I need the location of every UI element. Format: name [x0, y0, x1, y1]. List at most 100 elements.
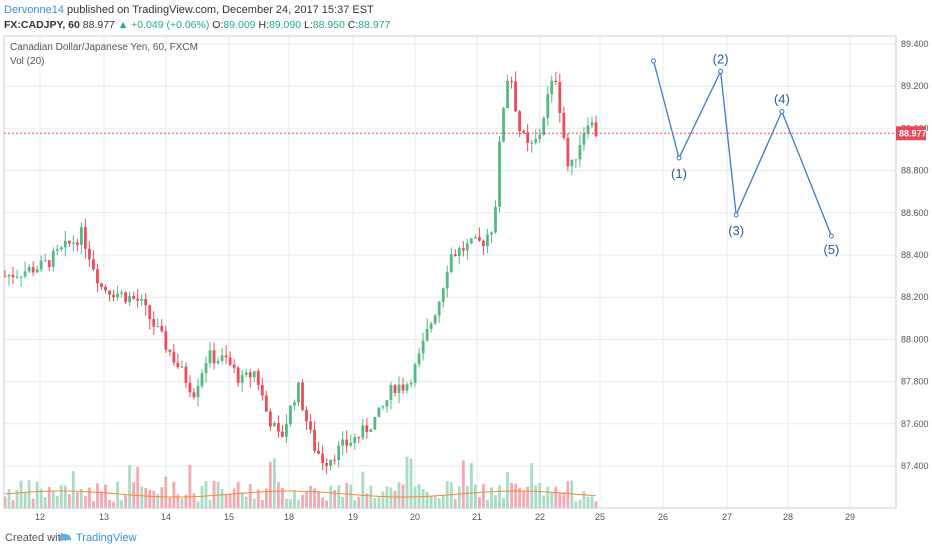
- candle-body: [55, 249, 59, 251]
- volume-bar: [148, 489, 152, 508]
- candle-body: [526, 132, 530, 143]
- candle-body: [329, 459, 333, 466]
- volume-bar: [200, 485, 204, 508]
- volume-bar: [321, 497, 325, 508]
- candle-body: [337, 445, 341, 461]
- symbol-label: FX:CADJPY, 60: [4, 19, 80, 31]
- volume-bar: [232, 488, 236, 508]
- candle-body: [389, 385, 393, 400]
- volume-bar: [542, 495, 546, 508]
- candle-body: [164, 331, 168, 350]
- wave-point-handle[interactable]: [733, 212, 739, 218]
- candle-body: [385, 399, 389, 407]
- volume-bar: [510, 482, 513, 508]
- volume-bar: [108, 500, 111, 508]
- volume-bar: [397, 482, 401, 508]
- volume-bar: [176, 494, 180, 508]
- candle-body: [377, 407, 381, 418]
- tradingview-brand-link[interactable]: TradingView: [76, 532, 137, 544]
- candle-body: [498, 141, 501, 207]
- candle-body: [313, 429, 316, 451]
- volume-bar: [19, 480, 23, 508]
- volume-bar: [353, 499, 357, 508]
- wave-path[interactable]: [652, 60, 833, 237]
- candle-body: [445, 271, 449, 289]
- volume-bar: [75, 492, 79, 508]
- candle-body: [51, 250, 55, 267]
- x-tick-label: 22: [535, 512, 545, 522]
- wave-point-handle[interactable]: [718, 68, 724, 74]
- candle-body: [441, 288, 445, 302]
- candle-body: [63, 240, 67, 248]
- candle-body: [590, 122, 594, 126]
- wave-point-handle[interactable]: [828, 233, 834, 239]
- candle-body: [192, 392, 196, 398]
- candle-body: [285, 424, 288, 437]
- last-price: 88.977: [82, 19, 115, 31]
- candle-body: [473, 237, 477, 239]
- volume-bar: [506, 471, 509, 508]
- candle-body: [96, 269, 99, 284]
- volume-bar: [55, 496, 59, 508]
- change-value: ▲ +0.049 (+0.06%): [117, 19, 210, 31]
- volume-bar: [79, 489, 83, 508]
- candle-body: [465, 243, 469, 251]
- volume-bar: [437, 498, 441, 508]
- candle-body: [510, 80, 513, 82]
- volume-bar: [478, 497, 481, 508]
- candle-body: [297, 382, 300, 403]
- volume-bar: [220, 489, 224, 508]
- elliott-wave-drawing[interactable]: (1) (2) (3) (4) (5): [651, 51, 840, 257]
- quote-line: FX:CADJPY, 60 88.977 ▲ +0.049 (+0.06%) O…: [4, 19, 390, 31]
- volume-bar: [457, 486, 461, 508]
- y-tick-label: 88.800: [901, 166, 929, 176]
- close-label: C:: [347, 19, 359, 31]
- volume-bar: [494, 495, 497, 508]
- high-label: H:: [258, 19, 269, 31]
- candle-body: [71, 242, 75, 244]
- candle-body: [200, 373, 204, 387]
- volume-bar: [96, 483, 99, 508]
- plot-frame: [3, 35, 897, 509]
- candle-body: [268, 411, 272, 427]
- volume-bar: [518, 487, 522, 508]
- volume-bar: [381, 491, 385, 508]
- low-label: L:: [303, 19, 313, 31]
- candle-body: [264, 395, 268, 412]
- candle-body: [172, 351, 176, 363]
- volume-bar: [369, 485, 373, 508]
- x-tick-label: 15: [224, 512, 234, 522]
- candle-body: [27, 266, 31, 272]
- volume-bar: [530, 462, 534, 508]
- author-link[interactable]: Dervonne14: [4, 4, 64, 16]
- volume-bar: [164, 476, 168, 508]
- wave-point-handle[interactable]: [651, 58, 657, 64]
- created-with-text: Created with: [5, 532, 67, 544]
- candle-body: [293, 402, 296, 406]
- volume-bar: [550, 492, 554, 508]
- candle-body: [421, 340, 425, 354]
- volume-bar: [124, 495, 128, 508]
- candle-body: [140, 298, 144, 301]
- candle-body: [357, 437, 361, 439]
- volume-bar: [196, 501, 200, 508]
- volume-bar: [160, 487, 164, 508]
- wave-point-handle[interactable]: [779, 109, 785, 115]
- volume-bar: [558, 493, 562, 508]
- wave-point-handle[interactable]: [676, 155, 682, 161]
- y-tick-label: 88.400: [901, 250, 929, 260]
- footer: Created with TradingView: [0, 526, 932, 550]
- candle-body: [276, 423, 280, 432]
- candle-body: [88, 248, 91, 260]
- x-tick-label: 29: [845, 512, 855, 522]
- candle-body: [104, 286, 107, 291]
- candle-body: [482, 240, 485, 247]
- x-tick-label: 21: [472, 512, 482, 522]
- volume-bar: [188, 464, 192, 508]
- volume-bar: [285, 498, 288, 508]
- volume-bar: [272, 458, 276, 508]
- candle-body: [15, 276, 19, 278]
- volume-bar: [453, 499, 457, 508]
- volume-bar: [429, 496, 433, 508]
